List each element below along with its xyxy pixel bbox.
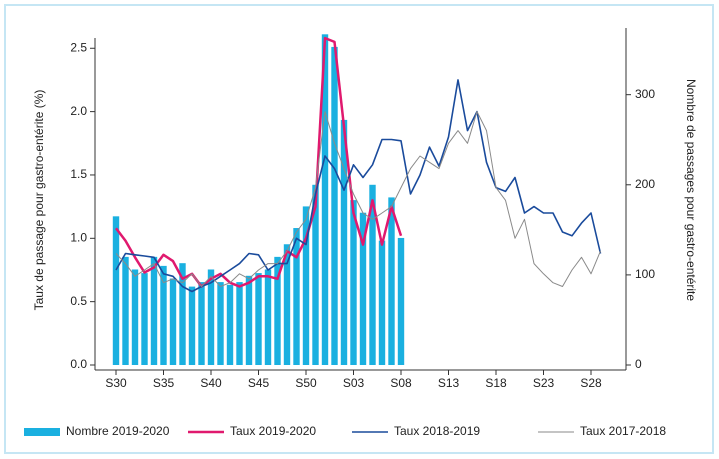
- x-tick-label: S23: [533, 376, 555, 390]
- bar: [378, 240, 386, 365]
- x-tick-label: S45: [248, 376, 270, 390]
- line-series: [115, 79, 602, 293]
- x-tick-label: S35: [153, 376, 175, 390]
- bar: [350, 200, 357, 365]
- legend-swatch: [24, 428, 60, 436]
- legend-label: Taux 2019-2020: [230, 424, 316, 438]
- bar: [331, 46, 338, 366]
- bar: [226, 284, 234, 365]
- y-tick-label: 0.5: [70, 294, 87, 308]
- bar: [255, 273, 262, 365]
- y-tick-label: 1.0: [70, 230, 87, 244]
- bar: [312, 184, 319, 365]
- bar: [179, 263, 186, 365]
- bar: [340, 119, 348, 365]
- bar: [207, 269, 215, 365]
- bar: [397, 237, 405, 365]
- y-tick-label: 1.5: [70, 167, 87, 181]
- y2-tick-label: 300: [635, 87, 655, 101]
- bar: [264, 269, 272, 365]
- bar: [160, 265, 167, 365]
- x-tick-label: S03: [343, 376, 365, 390]
- x-tick-label: S08: [390, 376, 412, 390]
- x-tick-label: S28: [580, 376, 602, 390]
- bar: [141, 273, 148, 365]
- bar: [388, 197, 395, 365]
- bar: [236, 282, 243, 365]
- y2-axis-title: Nombre de passages pour gastro-entérite: [684, 79, 698, 301]
- bar: [359, 212, 367, 365]
- y-tick-label: 2.0: [70, 104, 87, 118]
- bar: [150, 256, 158, 365]
- line-series: [115, 36, 403, 288]
- bar: [283, 244, 291, 365]
- y-tick-label: 2.5: [70, 40, 87, 54]
- bar: [369, 184, 376, 365]
- y-tick-label: 0.0: [70, 357, 87, 371]
- bar: [198, 282, 205, 365]
- y-axis-title: Taux de passage pour gastro-entérite (%): [32, 90, 46, 311]
- x-tick-label: S18: [485, 376, 507, 390]
- bar: [293, 228, 300, 365]
- bar: [131, 269, 139, 365]
- x-tick-label: S13: [438, 376, 460, 390]
- legend-label: Taux 2017-2018: [580, 424, 666, 438]
- line-series: [115, 111, 601, 287]
- bar: [302, 206, 310, 365]
- y2-tick-label: 100: [635, 267, 655, 281]
- y2-tick-label: 0: [635, 357, 642, 371]
- bar: [112, 216, 120, 365]
- legend-label: Taux 2018-2019: [394, 424, 480, 438]
- legend-label: Nombre 2019-2020: [66, 424, 170, 438]
- bar: [188, 286, 196, 365]
- x-tick-label: S40: [200, 376, 222, 390]
- bar: [169, 278, 177, 365]
- x-tick-label: S50: [295, 376, 317, 390]
- bar: [217, 282, 224, 365]
- y2-tick-label: 200: [635, 177, 655, 191]
- x-tick-label: S30: [105, 376, 127, 390]
- bar: [245, 275, 253, 365]
- bar: [122, 256, 129, 365]
- bar: [321, 34, 329, 365]
- bar: [274, 256, 281, 365]
